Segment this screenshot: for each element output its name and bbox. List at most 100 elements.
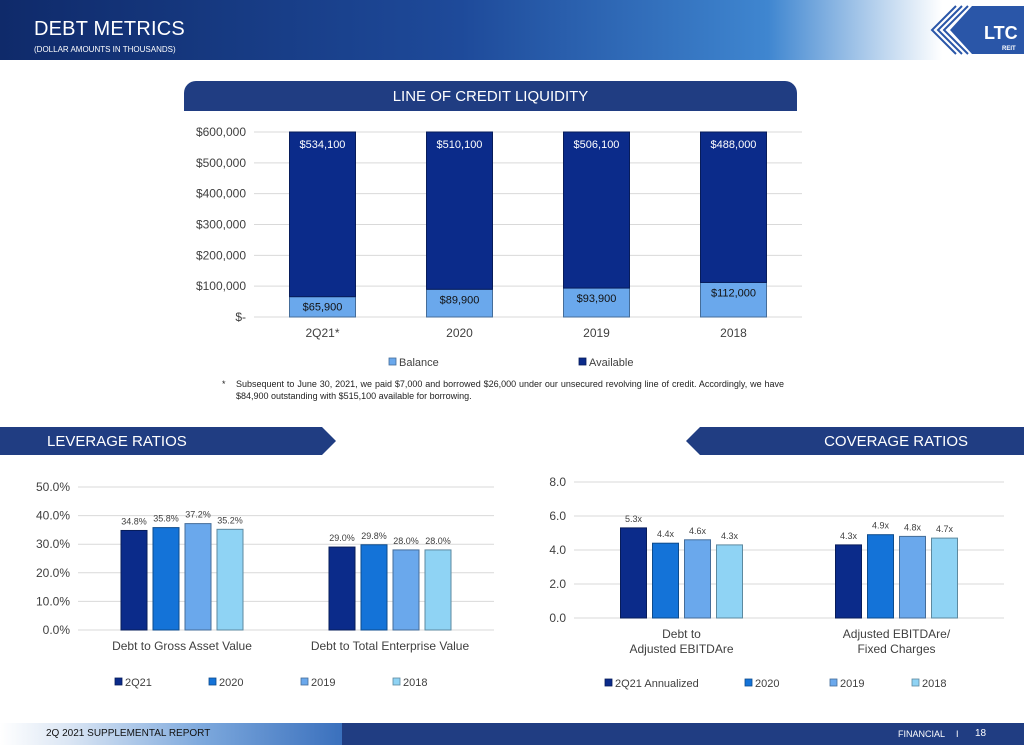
credit-x-tick-label: 2019 [583, 326, 610, 340]
available-value-label: $506,100 [574, 139, 620, 151]
page-title: DEBT METRICS [34, 18, 185, 40]
ltc-logo: LTC REIT [930, 5, 1024, 55]
leverage-x-tick-label: Debt to Gross Asset Value [112, 639, 252, 653]
footer-left-panel: 2Q 2021 SUPPLEMENTAL REPORT [0, 723, 342, 745]
leverage-y-tick-label: 10.0% [36, 594, 70, 608]
credit-y-tick-label: $100,000 [196, 279, 246, 293]
coverage-bar [867, 534, 894, 619]
coverage-value-label: 4.9x [872, 521, 890, 531]
balance-value-label: $89,900 [440, 294, 480, 306]
coverage-bar [716, 544, 743, 619]
leverage-bar [328, 546, 356, 631]
coverage-y-tick-label: 2.0 [549, 577, 566, 591]
footer-separator: I [956, 729, 959, 739]
credit-legend-swatch [578, 357, 587, 366]
coverage-value-label: 4.3x [721, 531, 739, 541]
leverage-value-label: 28.0% [425, 536, 451, 546]
leverage-legend-swatch [208, 677, 217, 686]
leverage-legend-label: 2018 [403, 677, 427, 689]
credit-x-tick-label: 2Q21* [305, 326, 339, 340]
coverage-value-label: 4.4x [657, 529, 675, 539]
footnote: * Subsequent to June 30, 2021, we paid $… [222, 378, 784, 402]
leverage-value-label: 35.2% [217, 515, 243, 525]
credit-x-tick-label: 2020 [446, 326, 473, 340]
leverage-legend-label: 2020 [219, 677, 243, 689]
available-bar [426, 131, 493, 290]
credit-y-tick-label: $200,000 [196, 248, 246, 262]
coverage-legend-swatch [604, 678, 613, 687]
coverage-section-header: COVERAGE RATIOS [686, 427, 1024, 455]
coverage-value-label: 4.6x [689, 526, 707, 536]
coverage-bar [620, 527, 647, 619]
logo-subtext: REIT [1002, 46, 1016, 52]
coverage-y-tick-label: 0.0 [549, 611, 566, 625]
credit-section-header: LINE OF CREDIT LIQUIDITY [184, 81, 797, 111]
coverage-bar [652, 542, 679, 619]
available-bar [563, 131, 630, 289]
leverage-bar [120, 529, 148, 631]
footer-section-label: FINANCIAL [898, 729, 946, 739]
coverage-legend-label: 2019 [840, 678, 864, 690]
leverage-y-tick-label: 0.0% [43, 623, 71, 637]
leverage-legend-swatch [392, 677, 401, 686]
credit-legend-label: Available [589, 357, 633, 369]
coverage-legend-swatch [911, 678, 920, 687]
coverage-legend-label: 2018 [922, 678, 946, 690]
coverage-bar [684, 539, 711, 619]
coverage-value-label: 4.7x [936, 524, 954, 534]
available-bar [289, 131, 356, 298]
leverage-value-label: 37.2% [185, 510, 211, 520]
available-value-label: $534,100 [300, 139, 346, 151]
logo-text: LTC [984, 23, 1018, 43]
leverage-legend-label: 2019 [311, 677, 335, 689]
credit-y-tick-label: $600,000 [196, 125, 246, 139]
available-value-label: $510,100 [437, 139, 483, 151]
footnote-marker: * [222, 379, 226, 389]
balance-bar [563, 287, 630, 318]
coverage-bar [931, 537, 958, 619]
available-value-label: $488,000 [711, 139, 757, 151]
credit-y-tick-label: $300,000 [196, 218, 246, 232]
page-subtitle: (DOLLAR AMOUNTS IN THOUSANDS) [34, 45, 176, 54]
leverage-value-label: 35.8% [153, 514, 179, 524]
leverage-bar [184, 523, 212, 631]
footer-report-label: 2Q 2021 SUPPLEMENTAL REPORT [46, 728, 211, 739]
leverage-y-tick-label: 20.0% [36, 566, 70, 580]
leverage-legend-label: 2Q21 [125, 677, 152, 689]
coverage-legend-label: 2Q21 Annualized [615, 678, 699, 690]
footer-bar: 2Q 2021 SUPPLEMENTAL REPORT FINANCIAL I … [0, 723, 1024, 745]
credit-legend-label: Balance [399, 357, 439, 369]
leverage-y-tick-label: 40.0% [36, 509, 70, 523]
leverage-legend-swatch [300, 677, 309, 686]
leverage-value-label: 34.8% [121, 516, 147, 526]
leverage-bar [392, 549, 420, 631]
leverage-value-label: 29.0% [329, 533, 355, 543]
coverage-value-label: 4.3x [840, 531, 858, 541]
coverage-legend-label: 2020 [755, 678, 779, 690]
footnote-text: Subsequent to June 30, 2021, we paid $7,… [236, 379, 784, 401]
leverage-y-tick-label: 30.0% [36, 537, 70, 551]
coverage-value-label: 4.8x [904, 522, 922, 532]
leverage-y-tick-label: 50.0% [36, 480, 70, 494]
coverage-legend-swatch [829, 678, 838, 687]
credit-legend-swatch [388, 357, 397, 366]
coverage-legend-swatch [744, 678, 753, 687]
leverage-bar [216, 528, 244, 631]
leverage-bar [152, 527, 180, 631]
coverage-x-tick-label: Fixed Charges [857, 642, 935, 656]
balance-value-label: $65,900 [303, 302, 343, 314]
credit-y-tick-label: $400,000 [196, 187, 246, 201]
leverage-value-label: 28.0% [393, 536, 419, 546]
leverage-bar [424, 549, 452, 631]
leverage-section-header: LEVERAGE RATIOS [0, 427, 336, 455]
coverage-y-tick-label: 6.0 [549, 509, 566, 523]
balance-value-label: $93,900 [577, 293, 617, 305]
leverage-x-tick-label: Debt to Total Enterprise Value [311, 639, 470, 653]
coverage-value-label: 5.3x [625, 514, 643, 524]
leverage-value-label: 29.8% [361, 531, 387, 541]
coverage-x-tick-label: Debt to [662, 627, 701, 641]
available-bar [700, 131, 767, 283]
balance-value-label: $112,000 [711, 287, 756, 299]
